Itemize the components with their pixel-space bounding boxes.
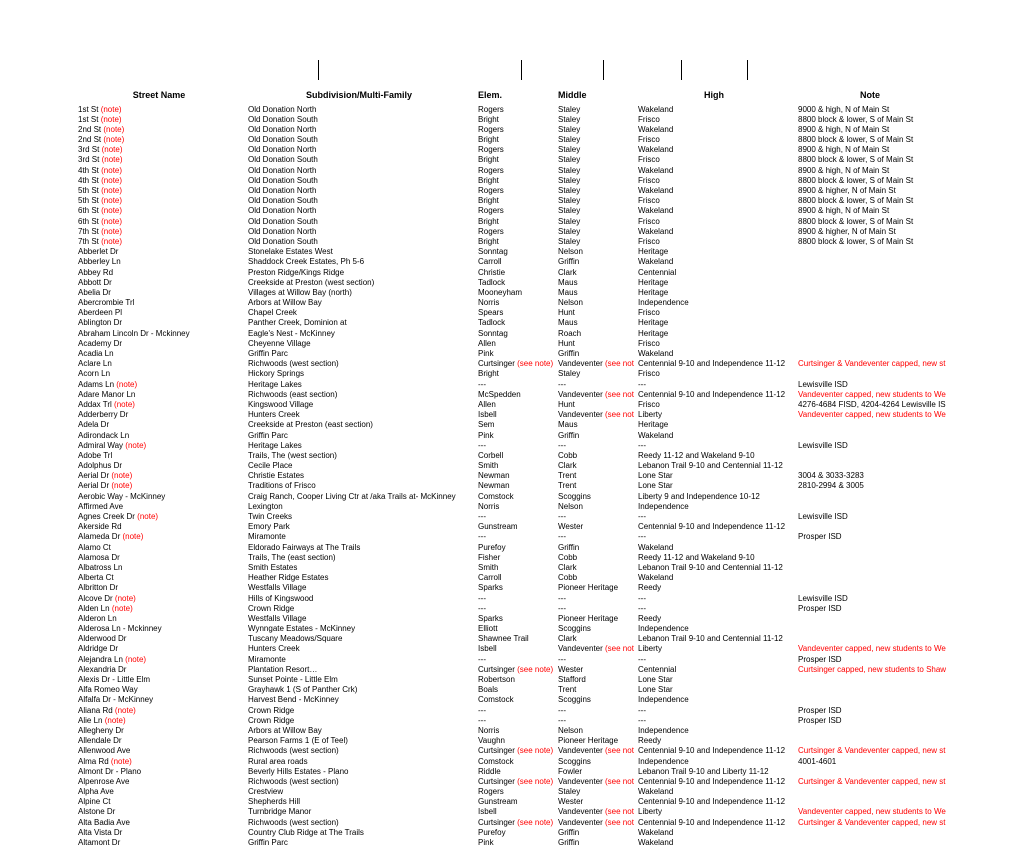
table-row: Aerial Dr (note)Traditions of FriscoNewm…: [74, 481, 946, 491]
table-row: Alma Rd (note)Rural area roadsComstockSc…: [74, 756, 946, 766]
table-row: Alfa Romeo WayGrayhawk 1 (S of Panther C…: [74, 685, 946, 695]
table-row: Alpine CtShepherds HillGunstreamWesterCe…: [74, 797, 946, 807]
table-row: Abelia DrVillages at Willow Bay (north)M…: [74, 287, 946, 297]
table-row: Allegheny DrArbors at Willow BayNorrisNe…: [74, 725, 946, 735]
table-row: Academy DrCheyenne VillageAllenHuntFrisc…: [74, 338, 946, 348]
header-row: Street Name Subdivision/Multi-Family Ele…: [74, 88, 946, 104]
table-row: 2nd St (note)Old Donation NorthRogersSta…: [74, 124, 946, 134]
table-row: 3rd St (note)Old Donation SouthBrightSta…: [74, 155, 946, 165]
table-row: Admiral Way (note)Heritage Lakes--------…: [74, 440, 946, 450]
table-row: 5th St (note)Old Donation NorthRogersSta…: [74, 186, 946, 196]
table-row: Alamosa DrTrails, The (east section)Fish…: [74, 552, 946, 562]
table-row: Alameda Dr (note)Miramonte---------Prosp…: [74, 532, 946, 542]
table-row: 3rd St (note)Old Donation NorthRogersSta…: [74, 145, 946, 155]
table-row: Akerside RdEmory ParkGunstreamWesterCent…: [74, 522, 946, 532]
table-row: 7th St (note)Old Donation NorthRogersSta…: [74, 226, 946, 236]
table-row: 7th St (note)Old Donation SouthBrightSta…: [74, 236, 946, 246]
table-body: 1st St (note)Old Donation NorthRogersSta…: [74, 104, 946, 848]
table-row: Albritton DrWestfalls VillageSparksPione…: [74, 583, 946, 593]
table-row: Alpenrose AveRichwoods (west section)Cur…: [74, 776, 946, 786]
table-row: 6th St (note)Old Donation NorthRogersSta…: [74, 206, 946, 216]
table-row: Alexis Dr - Little ElmSunset Pointe - Li…: [74, 675, 946, 685]
table-row: Alta Badia AveRichwoods (west section)Cu…: [74, 817, 946, 827]
table-row: Alberta CtHeather Ridge EstatesCarrollCo…: [74, 573, 946, 583]
table-row: Abercrombie TrlArbors at Willow BayNorri…: [74, 298, 946, 308]
table-row: Alta Vista DrCountry Club Ridge at The T…: [74, 827, 946, 837]
table-row: 1st St (note)Old Donation SouthBrightSta…: [74, 114, 946, 124]
table-row: 5th St (note)Old Donation SouthBrightSta…: [74, 196, 946, 206]
table-row: Abberley LnShaddock Creek Estates, Ph 5-…: [74, 257, 946, 267]
table-row: Abberlet DrStonelake Estates WestSonntag…: [74, 247, 946, 257]
table-row: Alfalfa Dr - McKinneyHarvest Bend - McKi…: [74, 695, 946, 705]
col-note: Note: [794, 88, 946, 104]
table-row: Adare Manor LnRichwoods (east section)Mc…: [74, 389, 946, 399]
table-row: Alexandria DrPlantation Resort…Curtsinge…: [74, 664, 946, 674]
table-row: Adela DrCreekside at Preston (east secti…: [74, 420, 946, 430]
col-elem: Elem.: [474, 88, 554, 104]
table-row: Aclare LnRichwoods (west section)Curtsin…: [74, 359, 946, 369]
table-row: Almont Dr - PlanoBeverly Hills Estates -…: [74, 766, 946, 776]
table-row: Altamont DrGriffin ParcPinkGriffinWakela…: [74, 838, 946, 848]
table-row: Aerial Dr (note)Christie EstatesNewmanTr…: [74, 471, 946, 481]
table-row: Adobe TrlTrails, The (west section)Corbe…: [74, 450, 946, 460]
table-row: Agnes Creek Dr (note)Twin Creeks--------…: [74, 512, 946, 522]
table-row: Abbott DrCreekside at Preston (west sect…: [74, 277, 946, 287]
table-row: Acorn LnHickory SpringsBrightStaleyFrisc…: [74, 369, 946, 379]
table-row: 6th St (note)Old Donation SouthBrightSta…: [74, 216, 946, 226]
table-row: Adirondack LnGriffin ParcPinkGriffinWake…: [74, 430, 946, 440]
table-row: Alejandra Ln (note)Miramonte---------Pro…: [74, 654, 946, 664]
table-row: Alpha AveCrestviewRogersStaleyWakeland: [74, 787, 946, 797]
table-row: 1st St (note)Old Donation NorthRogersSta…: [74, 104, 946, 114]
table-row: Adams Ln (note)Heritage Lakes---------Le…: [74, 379, 946, 389]
street-table: Street Name Subdivision/Multi-Family Ele…: [74, 88, 946, 848]
table-row: Allendale DrPearson Farms 1 (E of Teel)V…: [74, 736, 946, 746]
table-row: Acadia LnGriffin ParcPinkGriffinWakeland: [74, 349, 946, 359]
col-high: High: [634, 88, 794, 104]
table-row: Alamo CtEldorado Fairways at The TrailsP…: [74, 542, 946, 552]
table-row: Abraham Lincoln Dr - MckinneyEagle's Nes…: [74, 328, 946, 338]
table-row: 4th St (note)Old Donation NorthRogersSta…: [74, 165, 946, 175]
table-row: Adolphus DrCecile PlaceSmithClarkLebanon…: [74, 461, 946, 471]
table-row: Addax Trl (note)Kingswood VillageAllenHu…: [74, 399, 946, 409]
table-row: Affirmed AveLexingtonNorrisNelsonIndepen…: [74, 501, 946, 511]
table-row: Aberdeen PlChapel CreekSpearsHuntFrisco: [74, 308, 946, 318]
table-row: Alderon LnWestfalls VillageSparksPioneer…: [74, 613, 946, 623]
table-row: Alstone DrTurnbridge ManorIsbellVandeven…: [74, 807, 946, 817]
table-row: Aerobic Way - McKinneyCraig Ranch, Coope…: [74, 491, 946, 501]
table-row: Aliana Rd (note)Crown Ridge---------Pros…: [74, 705, 946, 715]
table-row: Alie Ln (note)Crown Ridge---------Prospe…: [74, 715, 946, 725]
col-mid: Middle: [554, 88, 634, 104]
table-row: Alderwood DrTuscany Meadows/SquareShawne…: [74, 634, 946, 644]
column-tick-row: [74, 60, 946, 80]
table-row: 2nd St (note)Old Donation SouthBrightSta…: [74, 135, 946, 145]
table-row: Abbey RdPreston Ridge/Kings RidgeChristi…: [74, 267, 946, 277]
table-row: Ablington DrPanther Creek, Dominion atTa…: [74, 318, 946, 328]
col-street: Street Name: [74, 88, 244, 104]
table-row: Alden Ln (note)Crown Ridge---------Prosp…: [74, 603, 946, 613]
table-row: Alderosa Ln - MckinneyWynngate Estates -…: [74, 624, 946, 634]
table-row: Alcove Dr (note)Hills of Kingswood------…: [74, 593, 946, 603]
table-row: Allenwood AveRichwoods (west section)Cur…: [74, 746, 946, 756]
table-row: Albatross LnSmith EstatesSmithClarkLeban…: [74, 562, 946, 572]
table-row: 4th St (note)Old Donation SouthBrightSta…: [74, 175, 946, 185]
table-row: Aldridge DrHunters CreekIsbellVandevente…: [74, 644, 946, 654]
col-sub: Subdivision/Multi-Family: [244, 88, 474, 104]
table-row: Adderberry DrHunters CreekIsbellVandeven…: [74, 410, 946, 420]
